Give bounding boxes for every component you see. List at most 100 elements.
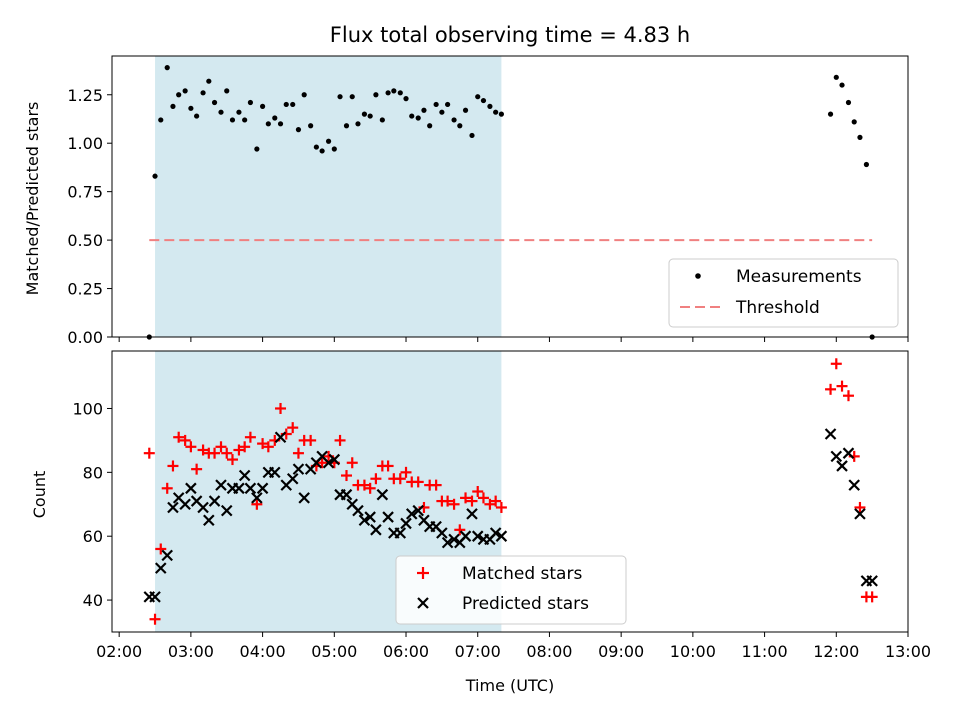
predicted-star-stroke-b	[161, 549, 173, 562]
predicted-star-stroke-b	[358, 514, 371, 527]
measurement-point	[259, 103, 266, 109]
measurement-point	[475, 94, 481, 100]
matched-star-point	[495, 501, 507, 513]
predicted-star-point	[364, 511, 376, 523]
matched-star-point	[830, 358, 842, 370]
predicted-star-point	[400, 517, 412, 530]
matched-star-point	[490, 495, 502, 507]
matched-star-point	[334, 434, 346, 446]
predicted-star-stroke-b	[830, 450, 843, 463]
matched-star-point	[382, 460, 394, 472]
predicted-star-point	[448, 533, 460, 546]
predicted-star-point	[436, 527, 448, 539]
predicted-star-point	[376, 488, 389, 501]
predicted-star-point	[459, 530, 472, 542]
predicted-star-stroke-b	[292, 463, 305, 475]
predicted-star-point	[495, 530, 508, 542]
matched-star-point	[287, 422, 299, 434]
bottom-axes-frame	[111, 350, 909, 633]
measurement-point	[427, 123, 433, 129]
matched-star-point	[364, 482, 376, 494]
bottom-panel: 40 60 80 100 02:00 03:00 04:00 05:00 06:00 07:00…	[30, 350, 931, 695]
predicted-star-point	[352, 504, 364, 517]
top-y-tick-label: 0.50	[67, 231, 103, 250]
top-y-axis-label: Matched/Predicted stars	[23, 102, 42, 296]
matched-star-point	[836, 380, 848, 392]
bottom-y-axis-label: Count	[30, 471, 49, 519]
matched-star-point	[244, 431, 256, 443]
measurement-point	[373, 92, 379, 98]
measurement-point	[176, 92, 182, 98]
top-y-tick-label: 0.00	[67, 328, 103, 347]
legend-matched-label: Matched stars	[462, 564, 582, 584]
measurement-point	[331, 146, 337, 152]
measurement-point	[355, 121, 361, 127]
matched-star-point	[825, 383, 837, 395]
bottom-x-tick-label: 04:00	[240, 642, 286, 661]
predicted-star-stroke-b	[436, 527, 448, 539]
measurement-point	[218, 109, 224, 115]
predicted-star-point	[197, 501, 209, 514]
predicted-star-stroke-b	[405, 508, 418, 520]
predicted-star-stroke-b	[471, 530, 484, 542]
predicted-star-stroke-b	[394, 527, 407, 539]
bottom-x-tick-label: 02:00	[96, 642, 142, 661]
bottom-x-tick-label: 09:00	[598, 642, 644, 661]
predicted-star-point	[298, 492, 310, 504]
legend-measurements-label: Measurements	[736, 267, 862, 287]
predicted-star-point	[854, 508, 866, 520]
top-y-tick-label: 0.75	[67, 183, 103, 202]
predicted-star-stroke-b	[364, 511, 376, 523]
predicted-star-point	[836, 460, 848, 472]
predicted-star-stroke-b	[370, 524, 382, 536]
predicted-star-stroke-b	[495, 530, 508, 542]
bottom-y-tick-label: 100	[72, 399, 103, 418]
measurement-point	[385, 90, 391, 96]
matched-star-point	[257, 438, 269, 450]
predicted-star-point	[220, 504, 233, 517]
matched-star-point	[430, 479, 442, 491]
measurement-point	[194, 113, 200, 119]
predicted-star-stroke-b	[448, 533, 460, 546]
measurement-points	[146, 65, 875, 340]
predicted-star-stroke-b	[824, 428, 837, 440]
predicted-star-stroke-b	[197, 501, 209, 514]
matched-star-point	[400, 466, 412, 478]
measurement-point	[415, 115, 421, 121]
matched-star-point	[460, 492, 472, 504]
measurement-point	[242, 117, 248, 123]
bottom-x-tick-label: 11:00	[742, 642, 788, 661]
predicted-star-stroke-b	[203, 514, 215, 527]
bottom-x-tick-label: 03:00	[168, 642, 214, 661]
bottom-x-tick-label: 10:00	[670, 642, 716, 661]
measurement-point	[391, 88, 397, 94]
predicted-star-point	[149, 591, 161, 603]
bottom-y-ticks: 40 60 80 100	[72, 399, 112, 610]
predicted-star-point	[203, 514, 215, 527]
matched-star-point	[221, 447, 233, 459]
matched-star-point	[173, 431, 185, 443]
predicted-star-stroke-b	[376, 488, 389, 501]
chart-title: Flux total observing time = 4.83 h	[330, 23, 690, 47]
predicted-star-stroke-b	[298, 492, 310, 504]
predicted-star-point	[274, 431, 287, 443]
predicted-star-point	[466, 508, 478, 520]
predicted-star-point	[256, 482, 269, 495]
predicted-star-stroke-b	[412, 504, 424, 517]
legend-matched-marker	[417, 567, 429, 579]
matched-star-point	[412, 476, 424, 488]
measurement-point	[295, 127, 302, 133]
measurement-point	[188, 105, 194, 111]
predicted-star-point	[215, 479, 227, 491]
observing-window-shade-top	[155, 56, 502, 337]
bottom-x-tick-label: 08:00	[526, 642, 572, 661]
matched-star-point	[226, 454, 238, 466]
matched-star-point	[472, 486, 484, 497]
x-axis-label: Time (UTC)	[465, 676, 554, 695]
predicted-star-stroke-b	[316, 450, 328, 463]
measurement-point	[857, 134, 863, 140]
legend-predicted-marker	[417, 597, 429, 609]
top-y-tick-label: 1.00	[67, 134, 103, 153]
predicted-star-stroke-b	[215, 479, 227, 491]
